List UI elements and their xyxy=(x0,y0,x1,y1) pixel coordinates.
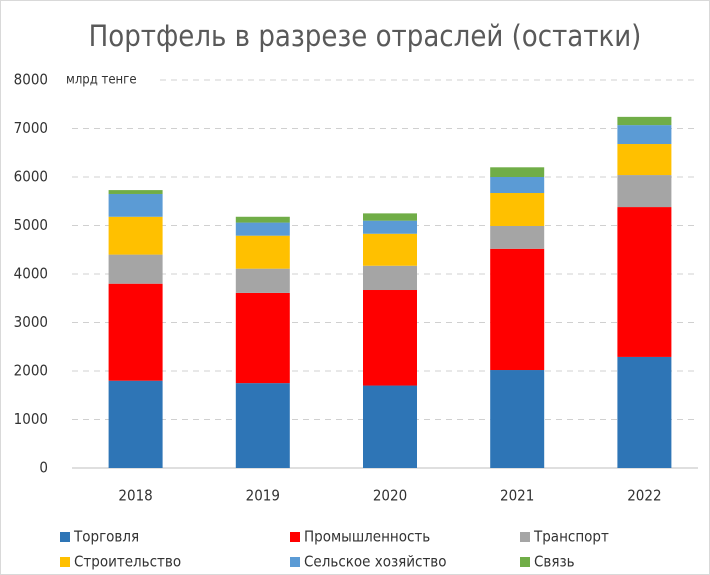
y-tick-label: 3000 xyxy=(14,313,48,331)
bar-segment xyxy=(363,220,417,234)
bar-segment xyxy=(617,356,672,468)
legend-swatch xyxy=(520,532,530,542)
x-tick-label: 2020 xyxy=(373,487,407,505)
bar-segment xyxy=(490,225,545,249)
legend-label: Торговля xyxy=(73,528,139,546)
chart-title: Портфель в разрезе отраслей (остатки) xyxy=(89,19,642,53)
legend-label: Транспорт xyxy=(533,528,609,546)
bar-segment xyxy=(363,265,417,291)
bar-segment xyxy=(108,190,163,194)
x-tick-label: 2018 xyxy=(118,487,152,505)
bar-segment xyxy=(617,175,672,208)
x-tick-label: 2021 xyxy=(500,487,534,505)
bar-segment xyxy=(490,177,545,194)
y-tick-label: 4000 xyxy=(14,265,48,283)
legend-swatch xyxy=(290,557,300,567)
bar-segment xyxy=(108,254,163,284)
bar-segment xyxy=(617,116,672,126)
y-tick-label: 1000 xyxy=(14,410,48,428)
bar-segment xyxy=(617,144,672,176)
bar-segment xyxy=(617,207,672,357)
bar-segment xyxy=(363,233,417,266)
bar-segment xyxy=(363,290,417,386)
legend-label: Связь xyxy=(534,553,575,571)
bar-segment xyxy=(235,292,290,384)
bar-segment xyxy=(490,193,545,226)
x-tick-label: 2019 xyxy=(246,487,280,505)
x-tick-label: 2022 xyxy=(627,487,661,505)
legend-label: Строительство xyxy=(74,553,181,571)
legend-label: Сельское хозяйство xyxy=(304,553,447,571)
legend-label: Промышленность xyxy=(304,528,430,546)
bar-segment xyxy=(235,383,290,468)
legend-swatch xyxy=(60,532,70,542)
bar-segment xyxy=(490,248,545,371)
legend-swatch xyxy=(60,557,70,567)
bar-segment xyxy=(108,193,163,217)
y-tick-label: 5000 xyxy=(14,216,48,234)
bar-segment xyxy=(235,235,290,269)
y-tick-label: 6000 xyxy=(14,168,48,186)
bar-segment xyxy=(235,268,290,293)
bar-segment xyxy=(363,385,417,468)
bar-segment xyxy=(617,125,672,145)
bar-segment xyxy=(235,222,290,236)
bar-segment xyxy=(108,283,163,381)
legend-swatch xyxy=(290,532,300,542)
bar-segment xyxy=(490,370,545,468)
y-tick-label: 0 xyxy=(39,459,48,477)
legend-swatch xyxy=(520,557,530,567)
bar-segment xyxy=(108,216,163,255)
y-tick-label: 7000 xyxy=(14,119,48,137)
y-tick-label: 8000 xyxy=(14,71,48,89)
unit-annotation: млрд тенге xyxy=(66,73,137,88)
bar-segment xyxy=(235,216,290,223)
bar-segment xyxy=(490,167,545,177)
bar-segment xyxy=(363,213,417,221)
bar-segment xyxy=(108,380,163,468)
y-tick-label: 2000 xyxy=(14,362,48,380)
